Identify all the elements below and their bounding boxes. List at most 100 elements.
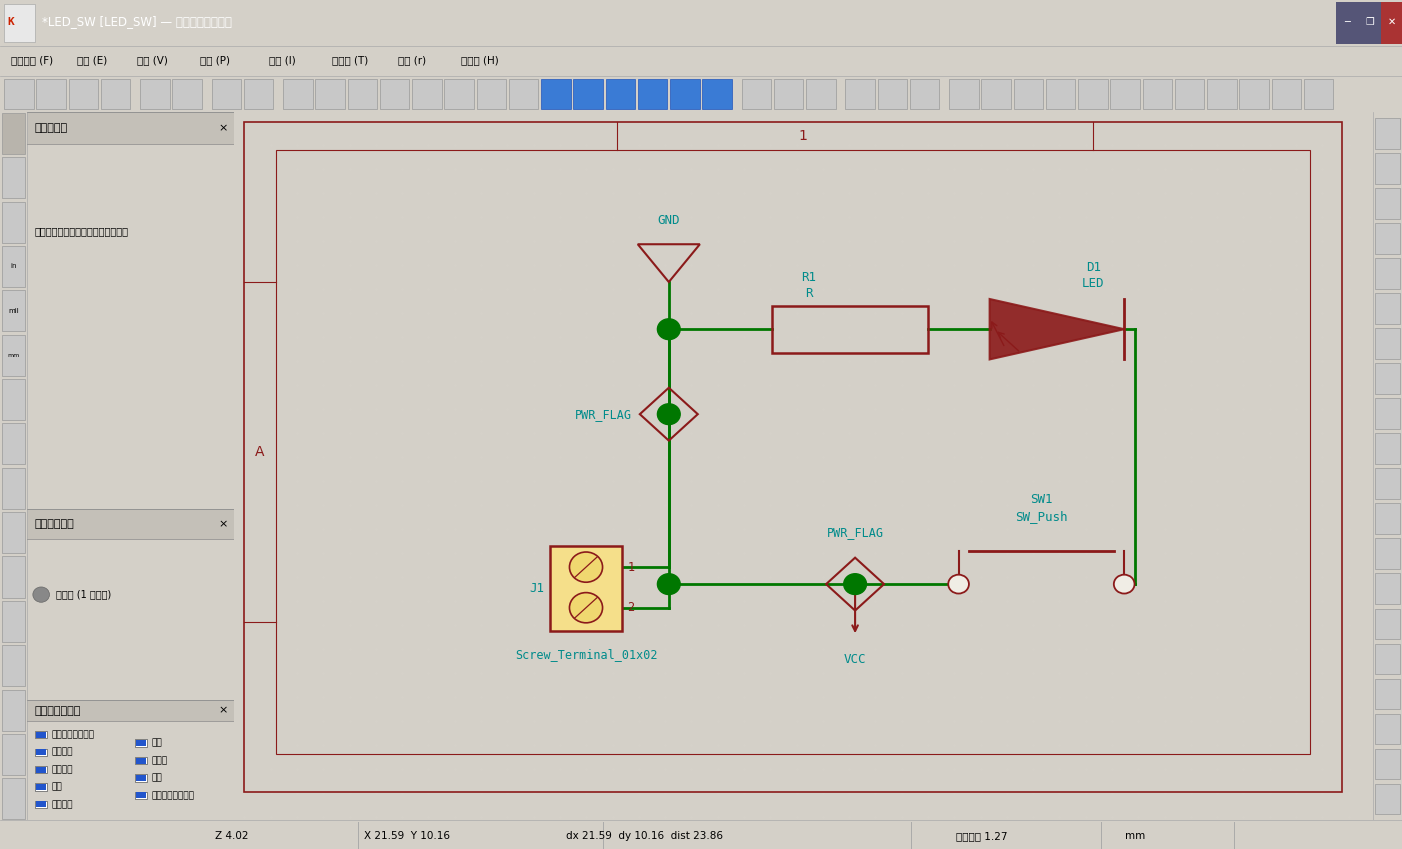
Text: テキスト: テキスト: [52, 800, 73, 809]
Bar: [3, 689, 24, 731]
Bar: [1304, 79, 1333, 110]
Bar: [1336, 3, 1359, 43]
Bar: [315, 79, 345, 110]
Bar: [774, 79, 803, 110]
Bar: [35, 749, 48, 756]
Bar: [283, 79, 313, 110]
Bar: [773, 306, 928, 353]
Bar: [27, 112, 234, 143]
Text: PWR_FLAG: PWR_FLAG: [827, 526, 883, 538]
Bar: [1375, 469, 1399, 499]
Bar: [1239, 79, 1269, 110]
Bar: [1375, 363, 1399, 394]
Bar: [3, 512, 24, 554]
Bar: [3, 246, 24, 287]
Text: dx 21.59  dy 10.16  dist 23.86: dx 21.59 dy 10.16 dist 23.86: [566, 831, 723, 841]
Bar: [1381, 3, 1402, 43]
Text: ✕: ✕: [1388, 17, 1396, 27]
Bar: [4, 119, 22, 148]
Bar: [949, 79, 979, 110]
Bar: [136, 775, 146, 781]
Circle shape: [658, 404, 680, 424]
Text: 回路図の階層: 回路図の階層: [35, 519, 74, 529]
Bar: [1375, 293, 1399, 323]
Bar: [27, 509, 234, 539]
Text: 編集 (E): 編集 (E): [77, 55, 108, 65]
Text: グリッド 1.27: グリッド 1.27: [956, 831, 1007, 841]
Text: ルート (1 ページ): ルート (1 ページ): [56, 589, 111, 599]
Bar: [380, 79, 409, 110]
Bar: [3, 424, 24, 464]
Bar: [136, 792, 146, 798]
Bar: [3, 157, 24, 198]
Bar: [69, 79, 98, 110]
Bar: [1375, 188, 1399, 218]
Circle shape: [844, 574, 866, 594]
Bar: [36, 801, 46, 807]
Bar: [135, 739, 147, 747]
Bar: [1110, 79, 1140, 110]
Bar: [35, 784, 48, 790]
Bar: [1375, 118, 1399, 149]
Bar: [1375, 609, 1399, 639]
Text: プロパティ: プロパティ: [35, 123, 69, 133]
Circle shape: [658, 319, 680, 340]
Bar: [3, 379, 24, 420]
Bar: [412, 79, 442, 110]
Bar: [550, 547, 622, 632]
Bar: [140, 79, 170, 110]
Circle shape: [948, 575, 969, 593]
Text: GND: GND: [658, 214, 680, 228]
Text: VCC: VCC: [844, 653, 866, 666]
Circle shape: [658, 574, 680, 594]
Bar: [1046, 79, 1075, 110]
Text: mm: mm: [1126, 831, 1145, 841]
Bar: [3, 113, 24, 154]
Text: PWR_FLAG: PWR_FLAG: [575, 408, 631, 420]
Text: ×: ×: [219, 123, 229, 133]
Bar: [348, 79, 377, 110]
Text: D1: D1: [1085, 261, 1101, 274]
Bar: [444, 79, 474, 110]
Text: 配置 (P): 配置 (P): [200, 55, 230, 65]
Text: 1: 1: [628, 560, 635, 574]
Text: ─: ─: [1345, 17, 1350, 27]
Text: R1: R1: [801, 271, 816, 284]
Bar: [1375, 714, 1399, 744]
Bar: [1375, 153, 1399, 183]
Bar: [702, 79, 732, 110]
Text: Screw_Terminal_01x02: Screw_Terminal_01x02: [515, 649, 658, 661]
Text: mil: mil: [8, 308, 18, 314]
Bar: [3, 335, 24, 376]
Bar: [742, 79, 771, 110]
Polygon shape: [990, 299, 1124, 359]
Text: シンボル: シンボル: [52, 748, 73, 756]
Text: ピン: ピン: [151, 739, 161, 748]
Bar: [136, 740, 146, 746]
Bar: [1375, 644, 1399, 674]
Bar: [845, 79, 875, 110]
Text: ×: ×: [219, 519, 229, 529]
Text: オブジェクトが選択されていません: オブジェクトが選択されていません: [35, 226, 129, 236]
Circle shape: [569, 552, 603, 582]
Text: ラベル: ラベル: [151, 756, 167, 765]
Bar: [606, 79, 635, 110]
Bar: [36, 79, 66, 110]
Bar: [981, 79, 1011, 110]
Bar: [670, 79, 700, 110]
Bar: [4, 3, 35, 42]
Bar: [3, 556, 24, 598]
Bar: [1375, 678, 1399, 709]
Bar: [1359, 3, 1381, 43]
Bar: [3, 290, 24, 331]
Text: その他のアイテム: その他のアイテム: [151, 791, 193, 800]
Bar: [35, 766, 48, 773]
Text: 表示 (V): 表示 (V): [137, 55, 168, 65]
Bar: [1375, 329, 1399, 359]
Text: 1: 1: [799, 129, 808, 143]
Bar: [1014, 79, 1043, 110]
Circle shape: [32, 587, 49, 602]
Text: ファイル (F): ファイル (F): [11, 55, 53, 65]
Text: フィルター選択: フィルター選択: [35, 706, 81, 716]
Bar: [3, 645, 24, 686]
